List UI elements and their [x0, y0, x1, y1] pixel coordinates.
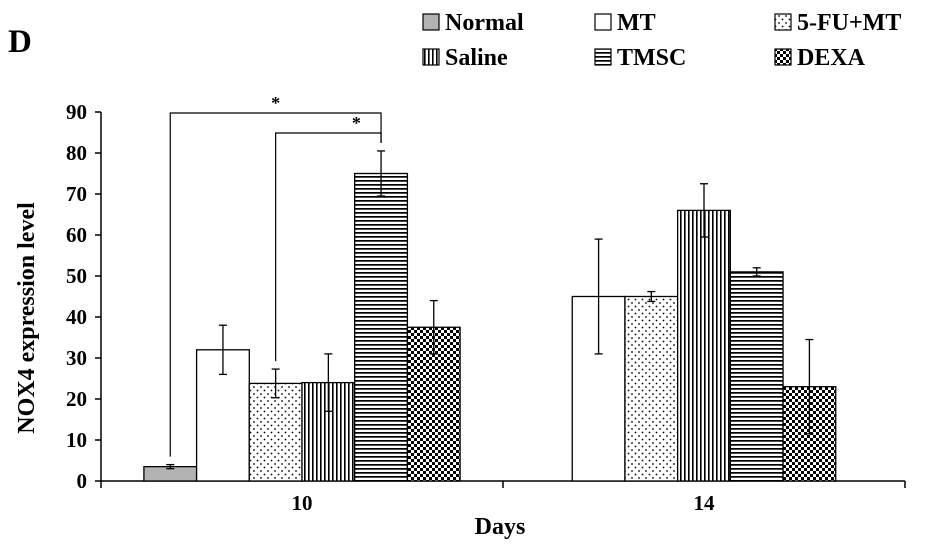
y-tick-label: 10: [66, 428, 87, 452]
y-tick-label: 60: [66, 223, 87, 247]
significance-star: *: [352, 113, 361, 133]
legend-swatch-mt: [594, 13, 612, 31]
legend-label: 5-FU+MT: [797, 10, 901, 36]
legend: Normal MT 5-FU+MT Saline TMSC DEXA: [422, 10, 901, 71]
bar-tmsc-day-14: [729, 271, 784, 482]
y-tick-label: 20: [66, 387, 87, 411]
y-tick-label: 0: [77, 469, 88, 493]
significance-annotations: **: [169, 93, 382, 457]
legend-swatch-tmsc: [594, 48, 612, 66]
legend-swatch-normal: [422, 13, 440, 31]
legend-label: Saline: [445, 45, 508, 71]
y-tick-label: 80: [66, 141, 87, 165]
significance-bracket: [169, 112, 382, 457]
y-tick-label: 70: [66, 182, 87, 206]
bars: [143, 172, 837, 482]
bar-5-fu-mt-day-14: [624, 295, 679, 482]
legend-swatch-dexa: [774, 48, 792, 66]
panel-label: D: [8, 24, 32, 60]
x-tick-label: 10: [292, 491, 313, 515]
y-tick-label: 90: [66, 100, 87, 124]
error-bars: [166, 150, 814, 470]
bar-tmsc-day-10: [354, 172, 409, 482]
y-tick-label: 50: [66, 264, 87, 288]
x-axis-label: Days: [475, 514, 526, 540]
significance-bracket: [275, 132, 382, 362]
bar-saline-day-14: [677, 209, 732, 482]
legend-label: TMSC: [617, 45, 686, 71]
x-tick-label: 14: [694, 491, 716, 515]
legend-swatch-saline: [422, 48, 440, 66]
legend-label: MT: [617, 10, 656, 36]
axes: 0 10 20 30 40 50 60 70 80 90 10 14: [66, 100, 906, 515]
y-tick-label: 40: [66, 305, 87, 329]
y-tick-label: 30: [66, 346, 87, 370]
significance-star: *: [271, 93, 280, 113]
legend-label: Normal: [445, 10, 524, 36]
legend-swatch-5-fu-mt: [774, 13, 792, 31]
y-axis-label: NOX4 expression level: [14, 202, 40, 434]
legend-label: DEXA: [797, 45, 866, 71]
